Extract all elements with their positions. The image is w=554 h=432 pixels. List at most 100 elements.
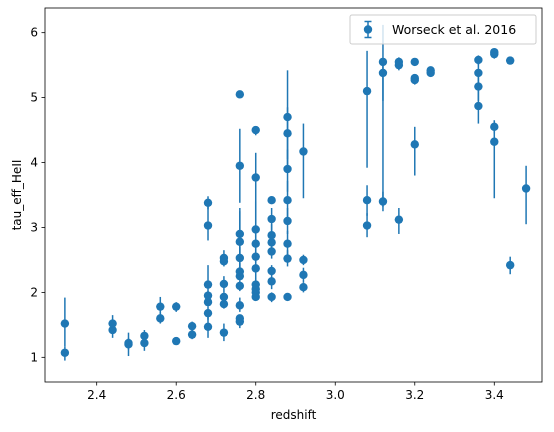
x-tick-label: 2.4 [87, 388, 106, 402]
data-point [235, 267, 245, 276]
data-point [283, 112, 292, 122]
x-tick-label: 3.2 [405, 388, 424, 402]
x-axis-label: redshift [271, 408, 317, 422]
data-point [394, 57, 404, 67]
data-point [60, 319, 70, 328]
data-point [251, 173, 260, 182]
data-point [235, 253, 245, 263]
data-point [235, 229, 245, 239]
data-point [156, 314, 165, 323]
data-point [251, 125, 260, 135]
data-point [505, 260, 515, 270]
data-point [251, 239, 260, 248]
data-point [299, 283, 308, 292]
data-point [108, 319, 117, 328]
data-point [299, 147, 308, 156]
plot-frame [44, 7, 543, 383]
y-tick-label: 5 [30, 91, 38, 105]
data-point [362, 195, 372, 205]
y-axis-label: tau_eff_HeII [10, 160, 24, 231]
data-point [219, 299, 229, 309]
data-point [267, 277, 276, 286]
data-point [474, 68, 483, 78]
x-axis: 2.4 2.6 2.8 3.0 3.2 3.4 [87, 382, 504, 402]
data-point [378, 68, 388, 78]
data-point [140, 331, 149, 341]
data-point [521, 184, 531, 193]
data-point [203, 221, 213, 230]
data-point [235, 281, 245, 291]
data-point [235, 237, 245, 246]
data-point [283, 292, 292, 302]
y-tick-label: 2 [30, 285, 38, 299]
data-point [60, 348, 70, 357]
data-point [156, 302, 165, 311]
data-point [124, 338, 133, 348]
data-point [490, 122, 499, 132]
data-point [299, 255, 308, 265]
y-tick-label: 4 [30, 156, 38, 170]
data-point [394, 215, 404, 224]
data-point [235, 161, 245, 170]
data-point [140, 338, 149, 348]
marker-layer [60, 47, 531, 357]
data-point [251, 252, 260, 261]
data-point [219, 253, 229, 263]
data-point [283, 216, 292, 226]
data-point [267, 266, 276, 276]
data-point [267, 214, 276, 224]
data-point [203, 291, 213, 300]
data-point [283, 164, 292, 174]
data-point [251, 264, 260, 273]
data-point [378, 57, 388, 67]
data-point [219, 292, 229, 302]
data-point [251, 225, 260, 234]
data-point [219, 328, 229, 337]
data-point [187, 321, 197, 331]
data-point [378, 197, 388, 206]
data-point [187, 330, 197, 339]
data-point [283, 239, 292, 248]
data-point [172, 302, 181, 311]
y-axis: 1 2 3 4 5 6 [30, 26, 45, 364]
data-point [283, 254, 292, 263]
data-point [235, 90, 245, 99]
data-point [505, 56, 515, 65]
legend-box [349, 14, 537, 45]
data-point [283, 195, 292, 205]
x-tick-label: 3.4 [485, 388, 504, 402]
y-tick-label: 6 [30, 26, 38, 40]
data-point [490, 47, 499, 57]
data-point [172, 336, 181, 346]
data-point [267, 195, 276, 205]
data-point [203, 280, 213, 289]
data-point [235, 314, 245, 323]
legend: Worseck et al. 2016 [349, 14, 537, 45]
data-point [410, 73, 419, 83]
data-point [362, 221, 372, 230]
data-point [474, 82, 483, 91]
data-point [410, 57, 419, 67]
data-point [203, 322, 213, 332]
data-point [219, 279, 229, 289]
data-point [203, 297, 213, 307]
legend-entry: Worseck et al. 2016 [392, 22, 516, 37]
x-tick-label: 2.8 [246, 388, 265, 402]
data-point [299, 270, 308, 280]
data-point [474, 101, 483, 111]
data-point [203, 198, 213, 207]
data-point [251, 280, 260, 289]
data-point [474, 55, 483, 65]
x-tick-label: 2.6 [167, 388, 186, 402]
data-point [267, 238, 276, 247]
data-point [108, 325, 117, 335]
data-point [490, 137, 499, 146]
data-point [426, 66, 435, 75]
data-point [235, 301, 245, 310]
x-tick-label: 3.0 [326, 388, 345, 402]
data-point [267, 247, 276, 256]
data-point [267, 292, 276, 302]
